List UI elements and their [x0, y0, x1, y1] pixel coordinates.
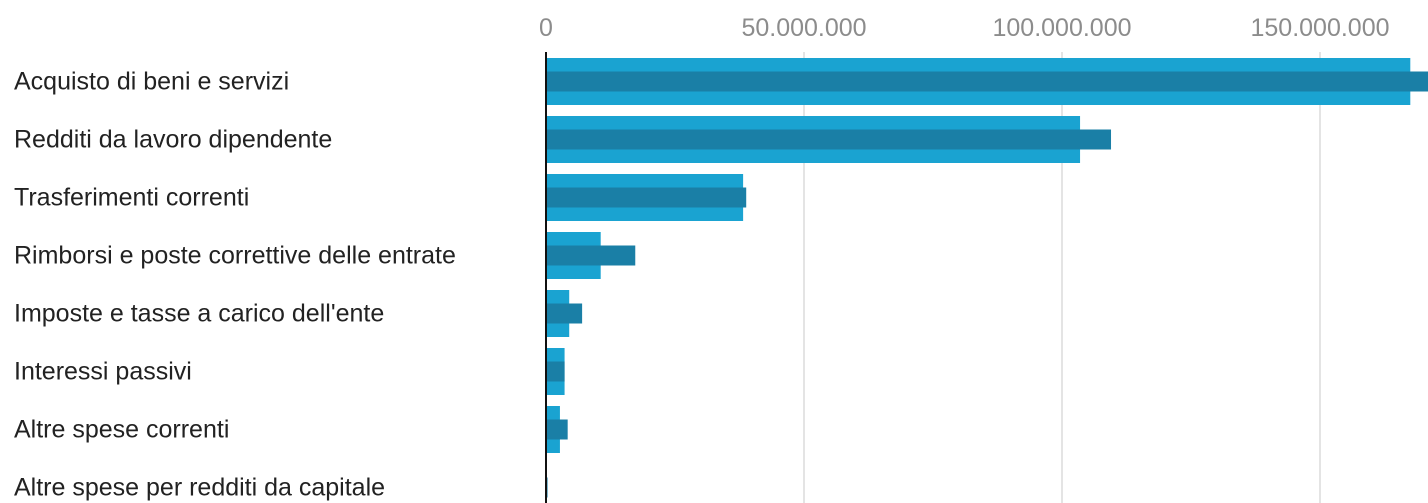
bars	[546, 58, 1428, 503]
x-tick-label: 100.000.000	[992, 14, 1131, 42]
x-tick-label: 150.000.000	[1250, 14, 1389, 42]
x-axis-tick-labels: 0 50.000.000 100.000.000 150.000.000	[539, 14, 1389, 42]
bar-series-2	[546, 361, 565, 382]
bar-series-2	[546, 245, 636, 266]
bar-series-2	[546, 303, 583, 324]
category-label: Altre spese correnti	[14, 416, 229, 444]
bar-series-2	[546, 129, 1112, 150]
category-label: Rimborsi e poste correttive delle entrat…	[14, 242, 456, 270]
category-label: Redditi da lavoro dipendente	[14, 126, 332, 154]
category-label: Acquisto di beni e servizi	[14, 68, 289, 96]
category-label: Altre spese per redditi da capitale	[14, 474, 385, 502]
category-labels: Acquisto di beni e servizi Redditi da lav…	[14, 68, 456, 502]
category-label: Interessi passivi	[14, 358, 192, 386]
x-tick-label: 50.000.000	[741, 14, 866, 42]
category-label: Imposte e tasse a carico dell'ente	[14, 300, 384, 328]
bar-series-2	[546, 187, 747, 208]
category-label: Trasferimenti correnti	[14, 184, 249, 212]
x-tick-label: 0	[539, 14, 553, 42]
bar-series-2	[546, 419, 568, 440]
bar-series-2	[546, 71, 1428, 92]
